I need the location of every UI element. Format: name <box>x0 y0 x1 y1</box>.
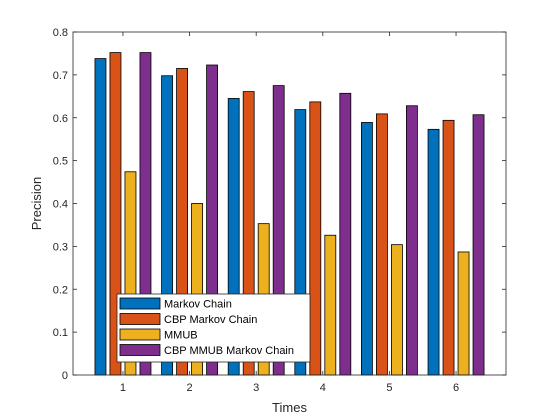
bar-1-6 <box>427 128 440 376</box>
legend-label: Markov Chain <box>164 299 232 311</box>
y-tick-label: 0.3 <box>53 241 68 253</box>
legend-label: CBP Markov Chain <box>164 314 257 326</box>
y-tick-label: 0.8 <box>53 27 68 39</box>
bar-2-4 <box>309 101 322 376</box>
legend-swatch <box>119 328 161 341</box>
x-tick-label: 3 <box>253 382 259 394</box>
x-axis-label: Times <box>272 400 307 415</box>
y-tick-label: 0.1 <box>53 327 68 339</box>
legend-label: MMUB <box>164 330 198 342</box>
x-tick-label: 1 <box>120 382 126 394</box>
y-tick-label: 0.2 <box>53 284 68 296</box>
legend-swatch <box>119 344 161 356</box>
y-tick-label: 0.4 <box>53 199 68 211</box>
legend: Markov Chain CBP Markov Chain MMUB CBP MMUB… <box>116 293 311 363</box>
bar-3-6 <box>457 251 470 376</box>
axes-group: 0 0.1 0.2 0.3 0.4 0.5 0.6 0.7 0.8 1 2 3 4 5 6 <box>53 27 507 394</box>
x-tick-label: 4 <box>320 382 326 394</box>
x-tick-label: 2 <box>187 382 193 394</box>
bar-2-6 <box>442 119 455 376</box>
bar-3-5 <box>391 244 403 376</box>
legend-swatch <box>119 313 161 325</box>
bar-3-4 <box>324 234 337 376</box>
y-tick-label: 0.5 <box>53 156 68 168</box>
bar-1-5 <box>361 122 373 376</box>
bar-4-6 <box>472 114 485 376</box>
legend-label: CBP MMUB Markov Chain <box>164 345 294 357</box>
y-tick-label: 0.7 <box>53 70 68 82</box>
y-tick-label: 0.6 <box>53 113 68 125</box>
legend-swatch <box>119 297 161 310</box>
bar-4-5 <box>406 105 418 376</box>
y-axis-label: Precision <box>29 177 44 230</box>
bar-1-1 <box>94 58 107 376</box>
bar-4-4 <box>339 92 352 376</box>
y-tick-label: 0 <box>62 370 68 382</box>
x-tick-label: 5 <box>386 382 392 394</box>
bar-2-5 <box>376 113 388 376</box>
x-tick-label: 6 <box>453 382 459 394</box>
